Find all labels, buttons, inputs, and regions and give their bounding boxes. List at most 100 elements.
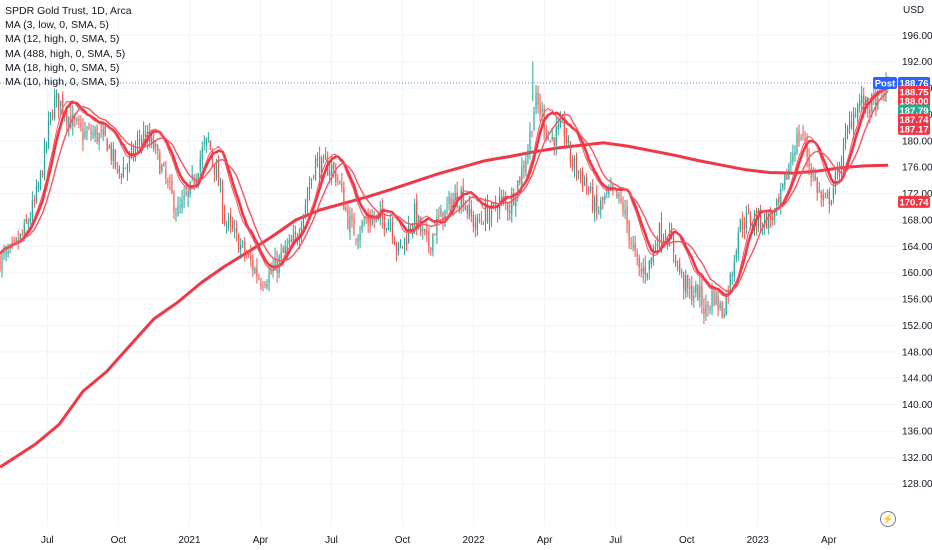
candle-body — [223, 213, 226, 223]
ma-488-line — [0, 141, 889, 469]
candle-body — [120, 175, 122, 178]
candle-body — [840, 164, 843, 173]
candle-body — [539, 103, 541, 115]
candle-body — [153, 139, 155, 150]
candle-body — [541, 109, 543, 112]
candle-body — [630, 242, 632, 244]
candle-body — [308, 186, 311, 194]
post-price-label: 188.76 — [899, 79, 928, 90]
candle-body — [711, 290, 713, 308]
candle-body — [749, 214, 752, 225]
price-tick-label: 140.00 — [902, 400, 932, 411]
candle-body — [244, 242, 246, 254]
candle-body — [745, 212, 748, 228]
legend-ma-3[interactable]: MA (3, low, 0, SMA, 5) — [5, 19, 109, 32]
candle-body — [689, 286, 691, 289]
legend-ma-12[interactable]: MA (12, high, 0, SMA, 5) — [5, 33, 120, 46]
candle-body — [183, 195, 185, 201]
candle-body — [838, 171, 841, 177]
candle-body — [106, 138, 108, 152]
candle-body — [143, 131, 145, 137]
candle-body — [33, 200, 35, 202]
candle-body — [227, 218, 230, 223]
candle-body — [596, 194, 598, 211]
price-tick-label: 196.00 — [902, 31, 932, 42]
candle-body — [428, 231, 430, 248]
candle-body — [96, 127, 98, 142]
candle-body — [422, 229, 424, 231]
price-tag-label: 188.00 — [899, 97, 928, 108]
candle-body — [581, 171, 584, 186]
price-tick-label: 156.00 — [902, 295, 932, 306]
candle-body — [699, 286, 701, 298]
candle-body — [764, 213, 766, 227]
candle-body — [405, 240, 408, 244]
candle-body — [606, 191, 608, 193]
candle-body — [462, 187, 464, 208]
price-tick-label: 160.00 — [902, 268, 932, 279]
candle-body — [792, 153, 794, 162]
ma-line-18 — [0, 90, 889, 292]
candle-body — [84, 131, 86, 138]
candle-body — [353, 217, 355, 236]
candle-body — [331, 164, 333, 175]
candle-body — [709, 306, 711, 311]
time-axis[interactable]: Jul Oct 2021 Apr Jul Oct 2022 Apr Jul Oct 2023 Apr — [41, 535, 837, 546]
candle-body — [600, 200, 602, 211]
candle-body — [213, 164, 216, 174]
price-tick-label: 148.00 — [902, 347, 932, 358]
candle-body — [54, 96, 56, 119]
candle-body — [636, 253, 638, 257]
candle-body — [820, 191, 822, 198]
candle-body — [116, 163, 118, 165]
candle-body — [725, 293, 727, 315]
candle-body — [559, 120, 561, 128]
candle-body — [472, 214, 474, 227]
price-tag-label: 187.74 — [899, 115, 929, 126]
candle-body — [513, 192, 515, 205]
candle-body — [274, 258, 276, 271]
candle-body — [883, 93, 885, 101]
legend-ma-10[interactable]: MA (10, high, 0, SMA, 5) — [5, 76, 120, 89]
candle-body — [373, 218, 375, 221]
ma-short-lines — [0, 85, 889, 298]
candle-body — [848, 121, 851, 129]
candle-body — [304, 204, 307, 214]
candle-body — [733, 262, 735, 277]
candle-body — [110, 144, 112, 161]
candle-body — [333, 163, 335, 169]
legend-title[interactable]: SPDR Gold Trust, 1D, Arca — [5, 5, 132, 17]
candle-body — [343, 186, 345, 211]
candle-body — [721, 301, 723, 318]
candle-body — [418, 216, 420, 227]
candle-body — [529, 131, 531, 152]
candle-body — [869, 109, 871, 114]
candle-body — [583, 181, 586, 187]
time-tick-label: 2022 — [462, 535, 485, 546]
candle-body — [735, 251, 737, 260]
legend-ma-488[interactable]: MA (488, high, 0, SMA, 5) — [5, 47, 126, 60]
legend-ma-18[interactable]: MA (18, high, 0, SMA, 5) — [5, 61, 120, 74]
price-tag — [898, 95, 930, 108]
candle-body — [681, 271, 683, 274]
candle-body — [41, 171, 44, 177]
candle-body — [314, 157, 317, 180]
price-tag — [898, 113, 930, 126]
candle-body — [410, 228, 412, 230]
candle-body — [628, 221, 630, 241]
candle-body — [644, 265, 646, 275]
candle-body — [822, 194, 824, 201]
candle-body — [622, 202, 624, 212]
time-tick-label: Oct — [679, 535, 695, 546]
candle-body — [29, 218, 31, 222]
candle-body — [863, 95, 865, 111]
candle-body — [430, 247, 432, 251]
candle-body — [727, 291, 729, 295]
candle-body — [579, 169, 582, 175]
candle-body — [842, 142, 845, 168]
candle-body — [282, 248, 284, 253]
candle-body — [199, 158, 201, 172]
lightning-icon[interactable]: ⚡ — [880, 511, 896, 527]
candle-body — [832, 188, 834, 199]
